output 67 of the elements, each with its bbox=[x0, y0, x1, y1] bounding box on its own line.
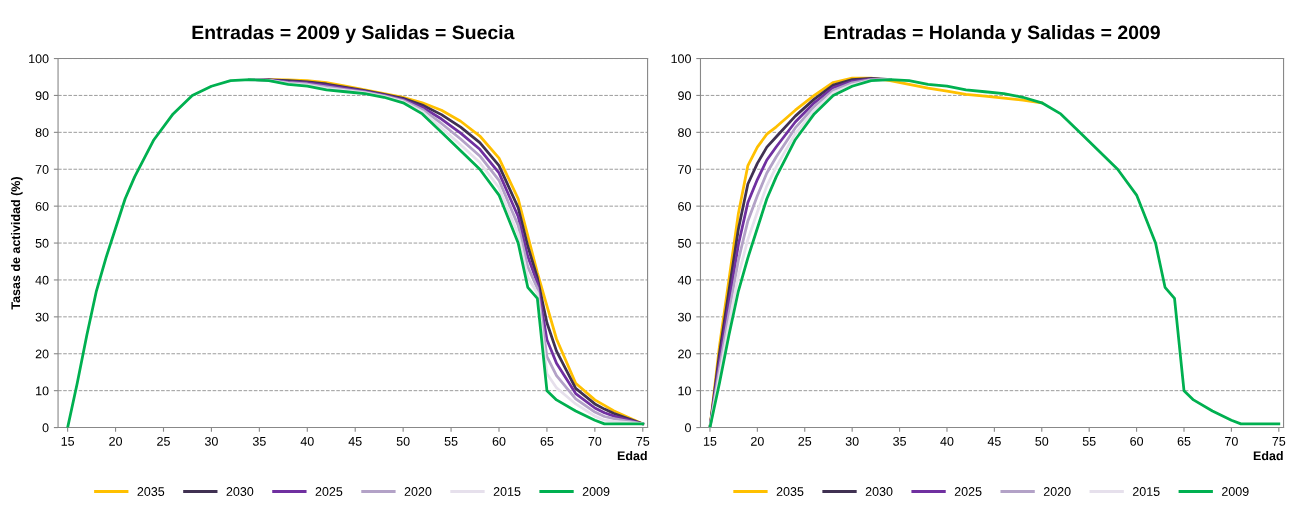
legend-label: 2009 bbox=[582, 487, 610, 496]
y-tick-label: 100 bbox=[671, 54, 691, 64]
x-tick-label: 45 bbox=[348, 437, 362, 446]
x-tick-label: 50 bbox=[396, 436, 410, 446]
y-tick-label: 50 bbox=[35, 238, 49, 248]
x-tick-label: 55 bbox=[1082, 437, 1096, 446]
y-tick-label: 70 bbox=[35, 165, 49, 174]
x-tick-label: 65 bbox=[1177, 436, 1191, 446]
x-tick-label: 25 bbox=[157, 436, 170, 446]
line-series bbox=[66, 78, 645, 428]
x-tick-label: 25 bbox=[798, 436, 812, 446]
legend-label: 2020 bbox=[1043, 487, 1071, 496]
y-tick-label: 100 bbox=[29, 54, 49, 64]
y-tick-label: 50 bbox=[678, 238, 691, 248]
chart-title: Entradas = 2009 y Salidas = Suecia bbox=[192, 25, 515, 44]
x-tick-label: 45 bbox=[987, 437, 1001, 446]
y-tick-label: 90 bbox=[35, 91, 49, 101]
y-tick-label: 70 bbox=[678, 165, 691, 174]
y-tick-label: 30 bbox=[35, 312, 49, 322]
x-tick-label: 75 bbox=[636, 437, 650, 446]
x-tick-label: 60 bbox=[1130, 436, 1144, 446]
x-tick-label: 35 bbox=[252, 436, 266, 446]
y-tick-label: 60 bbox=[678, 201, 691, 211]
y-tick-label: 10 bbox=[678, 386, 691, 396]
legend-label: 2015 bbox=[493, 487, 521, 496]
y-tick-label: 10 bbox=[36, 386, 49, 396]
y-tick-label: 20 bbox=[35, 349, 49, 359]
x-tick-label: 70 bbox=[1225, 436, 1238, 446]
y-tick-label: 40 bbox=[35, 275, 49, 285]
x-tick-label: 60 bbox=[492, 436, 506, 446]
y-tick-label: 0 bbox=[684, 423, 691, 433]
legend-label: 2030 bbox=[226, 487, 254, 496]
y-tick-label: 80 bbox=[35, 128, 49, 137]
y-tick-label: 90 bbox=[678, 91, 691, 101]
chart-title: Entradas = Holanda y Salidas = 2009 bbox=[824, 25, 1160, 44]
x-tick-label: 30 bbox=[845, 436, 859, 446]
legend-label: 2035 bbox=[137, 487, 165, 496]
legend-label: 2015 bbox=[1132, 487, 1160, 496]
legend-label: 2035 bbox=[776, 487, 804, 496]
x-tick-label: 65 bbox=[540, 436, 554, 446]
x-tick-label: 30 bbox=[204, 436, 218, 446]
x-axis-title: Edad bbox=[617, 451, 647, 461]
y-tick-label: 40 bbox=[677, 275, 691, 285]
x-tick-label: 20 bbox=[109, 436, 123, 446]
x-tick-label: 50 bbox=[1035, 436, 1049, 446]
x-tick-label: 55 bbox=[444, 437, 458, 446]
legend-label: 2025 bbox=[315, 487, 343, 496]
y-tick-label: 0 bbox=[42, 423, 49, 433]
legend-label: 2025 bbox=[954, 487, 982, 496]
x-tick-label: 75 bbox=[1272, 437, 1286, 446]
x-tick-label: 70 bbox=[588, 436, 602, 446]
y-tick-label: 60 bbox=[35, 201, 49, 211]
x-tick-label: 15 bbox=[61, 437, 75, 446]
legend-label: 2030 bbox=[865, 487, 893, 496]
line-series bbox=[708, 78, 1281, 428]
x-tick-label: 15 bbox=[703, 437, 717, 446]
x-tick-label: 40 bbox=[300, 436, 314, 446]
legend-label: 2009 bbox=[1222, 487, 1249, 496]
legend-label: 2020 bbox=[404, 487, 432, 496]
y-tick-label: 30 bbox=[678, 312, 691, 322]
y-axis-title: Tasas de actividad (%) bbox=[10, 177, 23, 310]
x-tick-label: 40 bbox=[940, 436, 954, 446]
y-tick-label: 80 bbox=[678, 128, 691, 137]
x-axis-title: Edad bbox=[1253, 451, 1283, 461]
y-tick-label: 20 bbox=[678, 349, 691, 359]
x-tick-label: 20 bbox=[751, 436, 764, 446]
x-tick-label: 35 bbox=[893, 436, 906, 446]
